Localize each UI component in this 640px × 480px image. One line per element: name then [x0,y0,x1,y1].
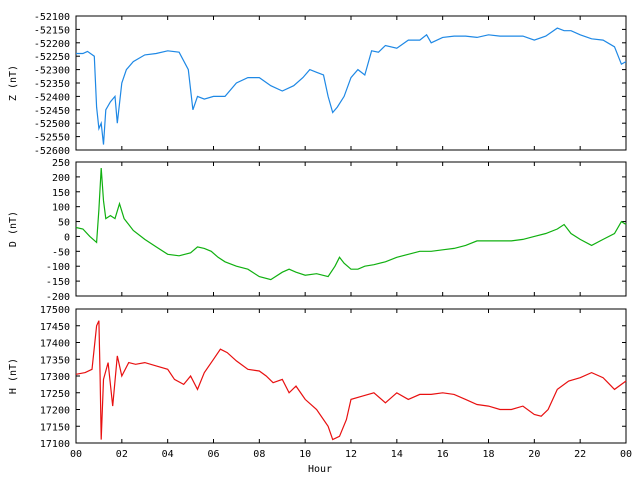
y-ticks-d: -200 -150 -100 -50 0 50 100 150 200 250 [46,158,627,303]
x-tick-label-7: 14 [391,449,403,460]
series-line-z [76,27,627,145]
x-axis-label: Hour [308,464,332,475]
y-tick-label-d-7: 150 [52,188,70,199]
plot-frame-h [75,308,627,444]
panel-z: -52600 -52550 -52500 -52450 -52400 -52350 -523… [8,12,627,157]
y-tick-label-z-5: -52350 [34,79,70,90]
y-tick-label-h-4: 17300 [40,372,70,383]
panel-h: 17100 17150 17200 17250 17300 17350 17400 17450… [8,305,632,460]
y-tick-label-z-2: -52500 [34,119,70,130]
plot-frame-z [75,15,627,151]
y-tick-label-d-2: -100 [46,262,70,273]
y-tick-label-z-8: -52200 [34,39,70,50]
x-tick-label-1: 02 [116,449,128,460]
x-tick-label-4: 08 [253,449,265,460]
y-tick-label-z-0: -52600 [34,146,70,157]
y-tick-label-z-1: -52550 [34,133,70,144]
x-tick-label-10: 20 [528,449,540,460]
y-tick-label-h-2: 17200 [40,406,70,417]
y-tick-label-z-6: -52300 [34,66,70,77]
y-tick-label-d-6: 100 [52,203,70,214]
y-tick-label-z-7: -52250 [34,52,70,63]
y-axis-label-d: D (nT) [8,211,19,247]
y-tick-label-h-1: 17150 [40,422,70,433]
y-tick-label-d-5: 50 [58,218,70,229]
y-tick-label-d-1: -150 [46,277,70,288]
y-tick-label-z-3: -52450 [34,106,70,117]
x-tick-label-5: 10 [299,449,311,460]
plot-frame-d [75,161,627,297]
y-axis-label-z: Z (nT) [8,65,19,101]
x-tick-label-3: 06 [207,449,219,460]
x-tick-label-0: 00 [70,449,82,460]
x-tick-label-2: 04 [162,449,174,460]
series-line-h [75,320,627,441]
y-tick-label-h-0: 17100 [40,439,70,450]
y-tick-label-d-4: 0 [64,232,70,243]
series-line-d [75,167,627,281]
x-tick-label-12: 00 [620,449,632,460]
y-tick-label-h-5: 17350 [40,355,70,366]
x-tick-label-11: 22 [574,449,586,460]
y-tick-label-z-10: -52100 [34,12,70,23]
y-tick-label-h-6: 17400 [40,339,70,350]
y-tick-label-d-0: -200 [46,292,70,303]
x-tick-label-8: 16 [437,449,449,460]
x-tick-label-9: 18 [482,449,494,460]
y-tick-label-d-8: 200 [52,173,70,184]
y-tick-label-h-3: 17250 [40,389,70,400]
y-tick-label-z-9: -52150 [34,25,70,36]
y-tick-label-d-9: 250 [52,158,70,169]
panel-d: -200 -150 -100 -50 0 50 100 150 200 250 D (nT) [8,158,627,303]
y-ticks-z: -52600 -52550 -52500 -52450 -52400 -52350 -523… [34,12,627,157]
y-ticks-h: 17100 17150 17200 17250 17300 17350 17400 17450… [40,305,627,450]
y-tick-label-z-4: -52400 [34,92,70,103]
y-tick-label-h-7: 17450 [40,322,70,333]
y-axis-label-h: H (nT) [8,358,19,394]
y-tick-label-d-3: -50 [52,247,70,258]
y-tick-label-h-8: 17500 [40,305,70,316]
x-ticks: 00 02 04 06 08 10 12 14 16 18 20 22 00 [70,449,632,460]
x-tick-label-6: 12 [345,449,357,460]
